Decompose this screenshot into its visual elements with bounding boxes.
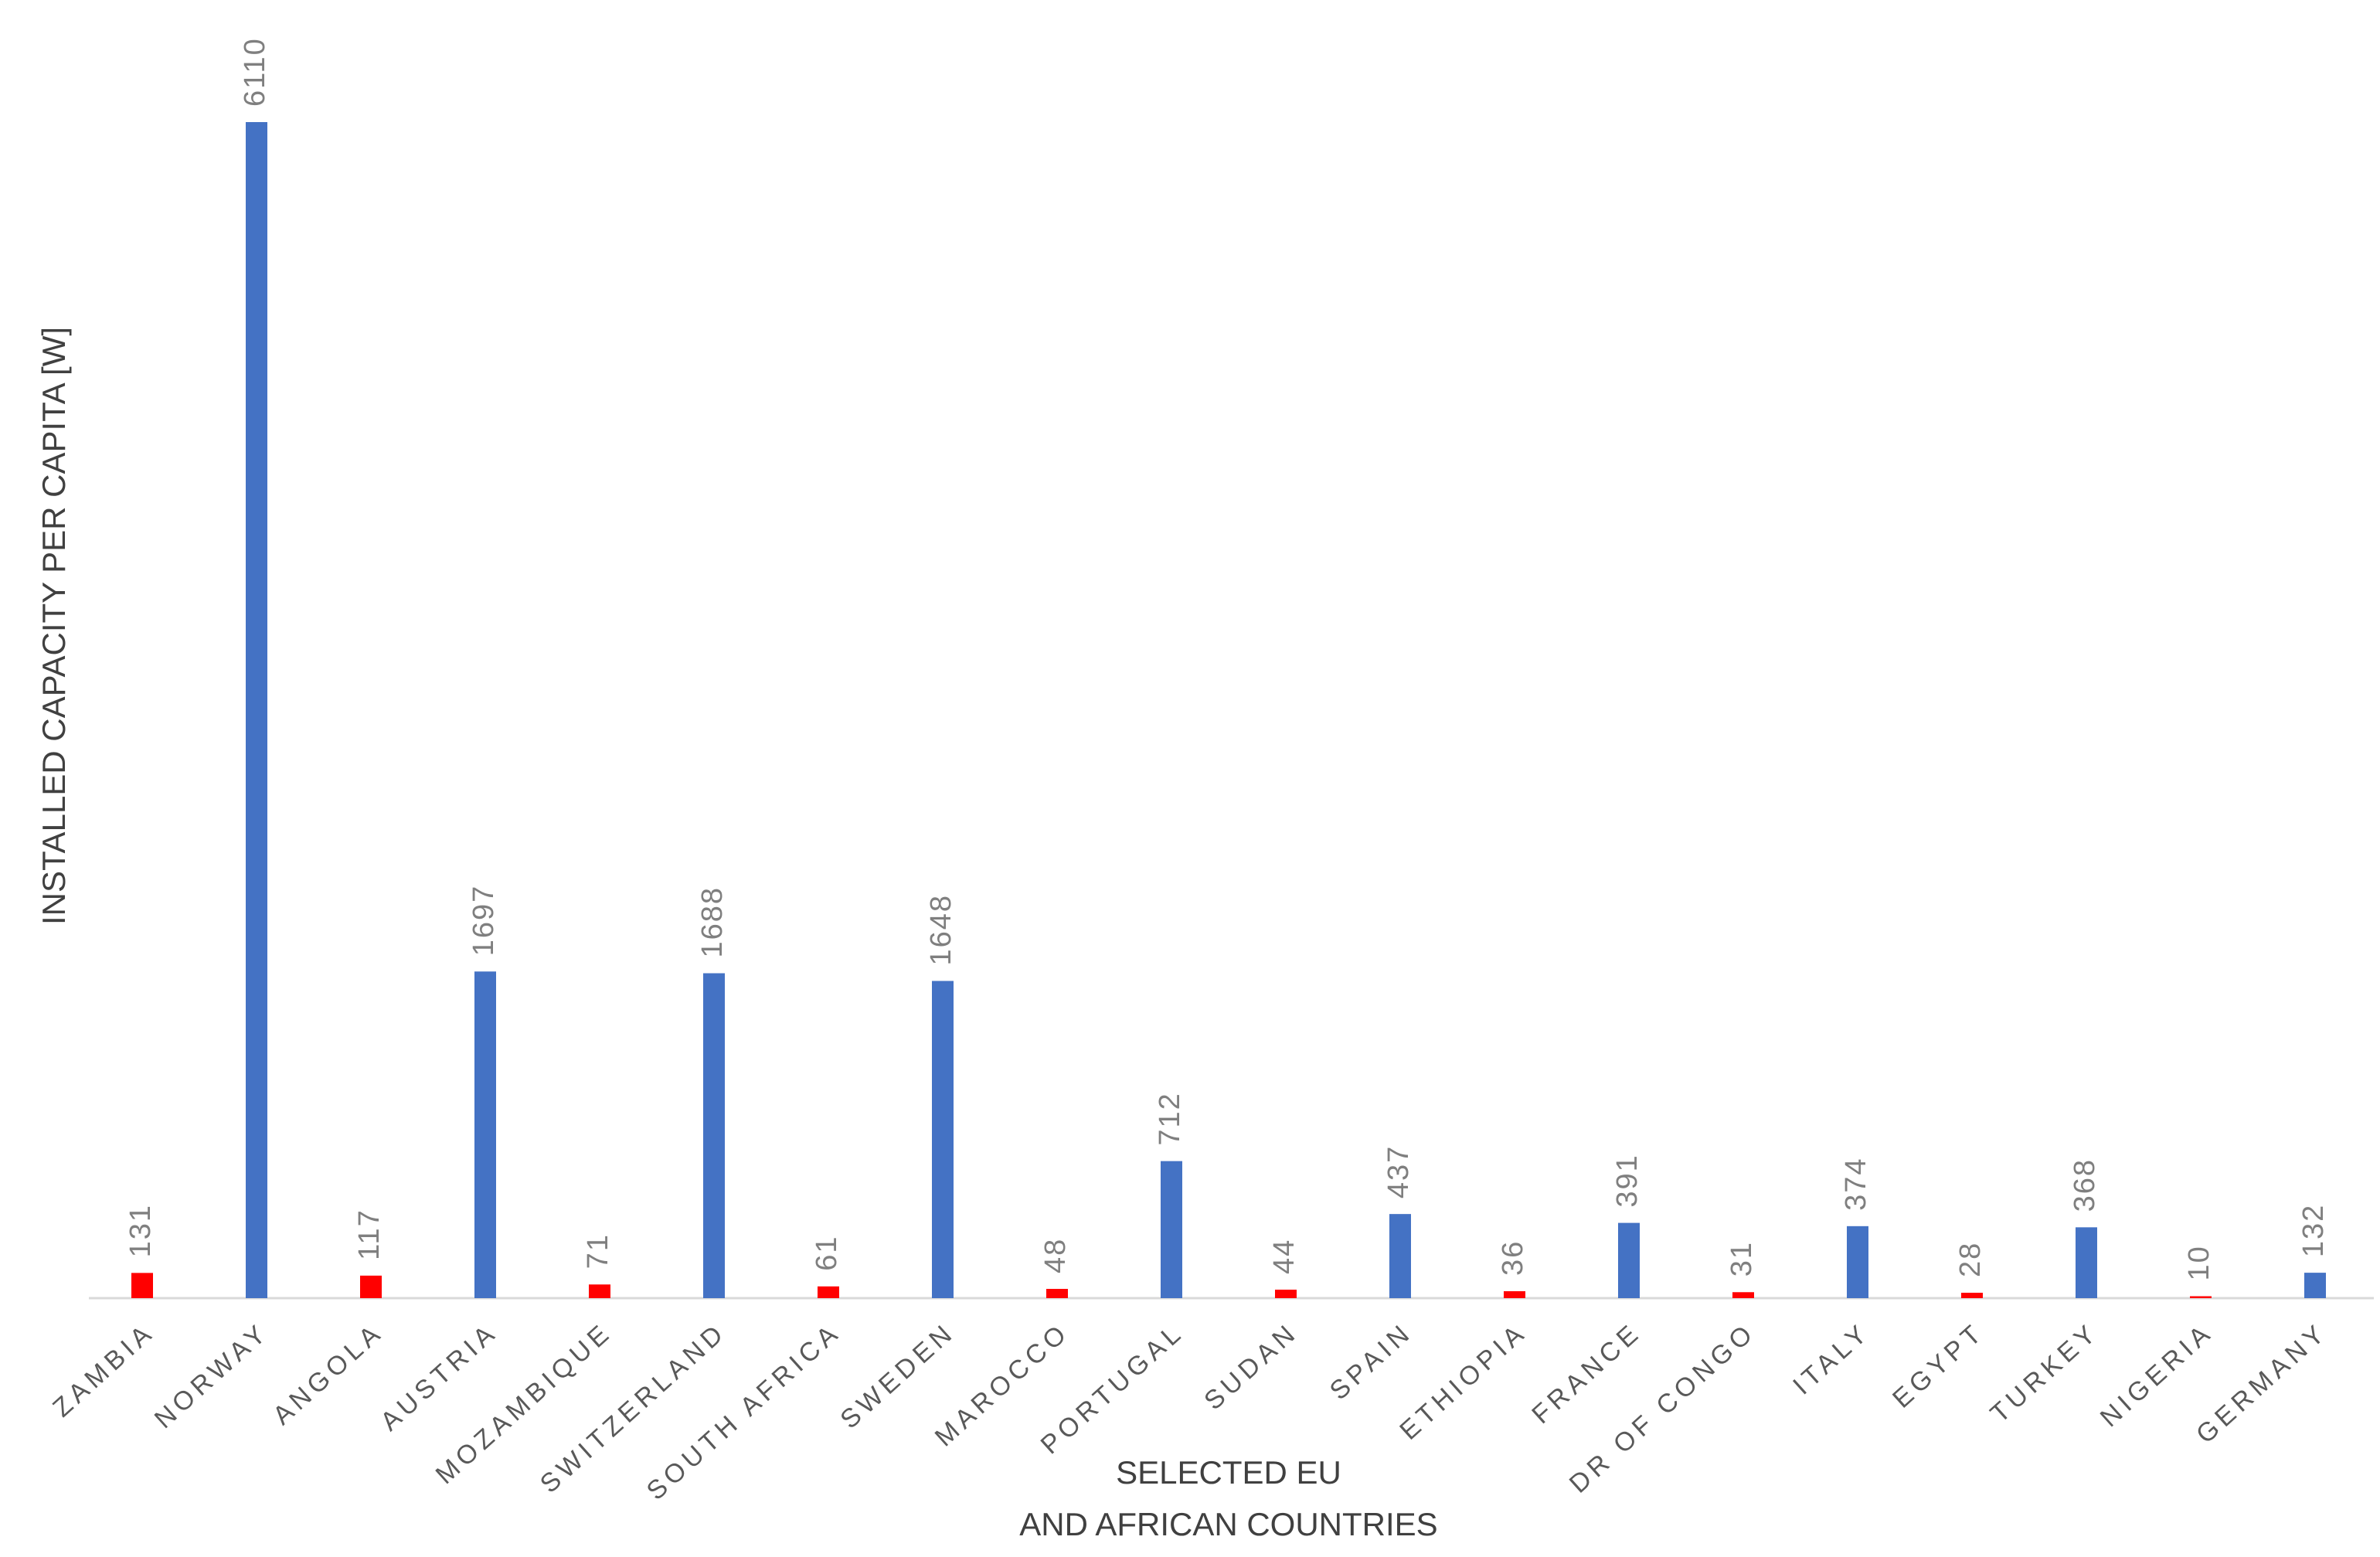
value-label: 131	[124, 1204, 157, 1257]
bar	[818, 1286, 839, 1298]
x-tick-label: EGYPT	[1887, 1317, 1990, 1413]
value-label: 28	[1954, 1242, 1987, 1277]
value-label: 117	[353, 1209, 386, 1260]
value-label: 48	[1039, 1238, 1072, 1273]
bar	[131, 1273, 153, 1298]
x-tick-label: SWEDEN	[835, 1317, 960, 1434]
value-label: 71	[582, 1233, 614, 1269]
bar	[360, 1275, 382, 1298]
x-tick-label: ITALY	[1787, 1317, 1875, 1400]
value-label: 712	[1154, 1092, 1186, 1145]
bar	[246, 122, 267, 1298]
value-label: 31	[1726, 1241, 1758, 1277]
bar	[932, 981, 954, 1298]
bar	[589, 1284, 610, 1298]
value-label: 132	[2297, 1204, 2330, 1257]
bar	[2190, 1296, 2212, 1298]
bar	[1961, 1293, 1983, 1298]
value-label: 368	[2069, 1158, 2101, 1212]
value-label: 1697	[468, 885, 500, 957]
bar	[703, 973, 725, 1298]
x-tick-label: SWITZERLAND	[535, 1317, 733, 1498]
x-tick-label: ANGOLA	[267, 1317, 389, 1430]
x-tick-label: DR OF CONGO	[1564, 1317, 1762, 1498]
value-label: 10	[2183, 1245, 2215, 1280]
bar	[1618, 1222, 1640, 1298]
value-label: 1688	[696, 886, 729, 958]
bar	[1389, 1214, 1411, 1298]
value-label: 374	[1840, 1157, 1872, 1210]
bar	[1161, 1161, 1182, 1298]
bar	[1275, 1290, 1297, 1298]
x-tick-label: SUDAN	[1198, 1317, 1304, 1416]
bar	[474, 971, 496, 1298]
x-tick-label: SPAIN	[1324, 1317, 1419, 1406]
value-label: 6110	[239, 37, 271, 107]
bar	[1732, 1292, 1754, 1298]
value-label: 391	[1611, 1154, 1644, 1207]
bar	[1046, 1289, 1068, 1298]
value-label: 1648	[925, 894, 957, 966]
bar	[2076, 1227, 2097, 1298]
x-axis-label: AND AFRICAN COUNTRIES	[1019, 1506, 1437, 1542]
x-tick-label: SOUTH AFRICA	[641, 1317, 847, 1506]
x-tick-label: NIGERIA	[2095, 1317, 2219, 1433]
y-axis-label: INSTALLED CAPACITY PER CAPITA [W]	[36, 327, 72, 925]
x-tick-label: NORWAY	[149, 1317, 275, 1434]
bar	[1847, 1226, 1868, 1298]
bar	[2304, 1273, 2326, 1298]
x-tick-label: ZAMBIA	[47, 1317, 160, 1423]
x-tick-label: TURKEY	[1985, 1317, 2105, 1429]
x-tick-label: FRANCE	[1526, 1317, 1647, 1430]
value-label: 437	[1382, 1145, 1415, 1198]
bar	[1504, 1291, 1525, 1298]
value-label: 44	[1268, 1239, 1300, 1274]
value-label: 36	[1497, 1240, 1529, 1276]
x-axis-label: SELECTED EU	[1116, 1454, 1341, 1491]
value-label: 61	[811, 1236, 843, 1271]
